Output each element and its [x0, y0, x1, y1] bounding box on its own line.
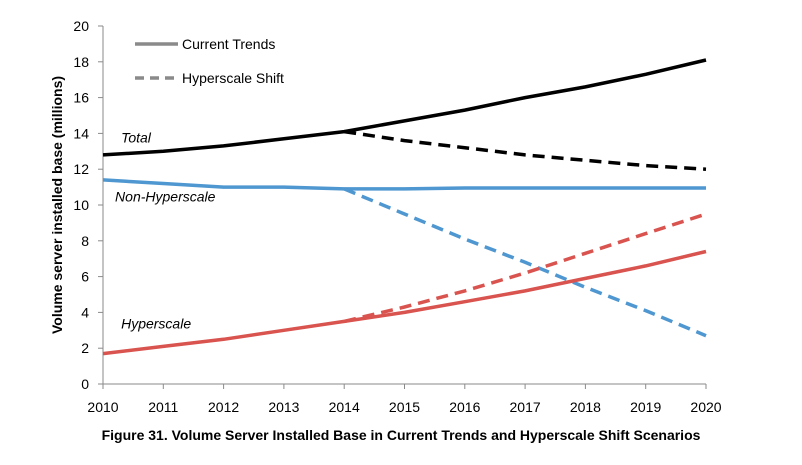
y-tick-label: 6 [81, 269, 89, 285]
y-tick-label: 14 [73, 125, 89, 141]
x-tick-label: 2015 [389, 399, 420, 415]
series-labels: Total Non-Hyperscale Hyperscale [115, 129, 216, 331]
total-current-trends-line [102, 58, 707, 157]
series-label-total: Total [121, 129, 152, 145]
series-label-hyperscale: Hyperscale [121, 316, 191, 332]
non-hyperscale-current-trends-line [102, 178, 706, 191]
chart-legend: Current Trends Hyperscale Shift [135, 36, 284, 86]
y-tick-label: 12 [73, 161, 89, 177]
figure-caption: Figure 31. Volume Server Installed Base … [101, 427, 701, 443]
total-hyperscale-shift-line [343, 129, 707, 171]
x-tick-label: 2019 [630, 399, 661, 415]
line-chart: 0 2 4 6 8 10 12 14 16 18 20 2010 2011 2012 2013 2014 201… [49, 18, 722, 415]
y-tick-label: 4 [81, 304, 89, 320]
y-tick-label: 10 [73, 197, 89, 213]
y-tick-label: 18 [73, 54, 89, 70]
x-tick-label: 2016 [449, 399, 480, 415]
y-tick-label: 16 [73, 90, 89, 106]
chart-axes: 0 2 4 6 8 10 12 14 16 18 20 2010 2011 2012 2013 2014 201… [73, 18, 721, 415]
series-label-non-hyperscale: Non-Hyperscale [115, 188, 216, 204]
x-tick-label: 2013 [268, 399, 299, 415]
hyperscale-current-trends-line [102, 249, 707, 356]
x-tick-label: 2011 [148, 399, 178, 415]
x-tick-label: 2018 [570, 399, 601, 415]
y-axis-label: Volume server installed base (millions) [49, 76, 65, 334]
y-tick-label: 0 [81, 376, 89, 392]
legend-label: Current Trends [182, 36, 275, 52]
y-tick-label: 20 [73, 18, 89, 34]
x-tick-label: 2017 [510, 399, 541, 415]
chart-series [102, 58, 707, 356]
legend-label: Hyperscale Shift [182, 70, 284, 86]
x-tick-label: 2020 [690, 399, 721, 415]
hyperscale-hyperscale-shift-line [343, 212, 707, 324]
y-tick-label: 8 [81, 233, 89, 249]
x-tick-label: 2012 [208, 399, 239, 415]
y-tick-label: 2 [81, 340, 89, 356]
x-tick-label: 2014 [329, 399, 360, 415]
non-hyperscale-hyperscale-shift-line [343, 187, 707, 338]
x-tick-label: 2010 [87, 399, 118, 415]
